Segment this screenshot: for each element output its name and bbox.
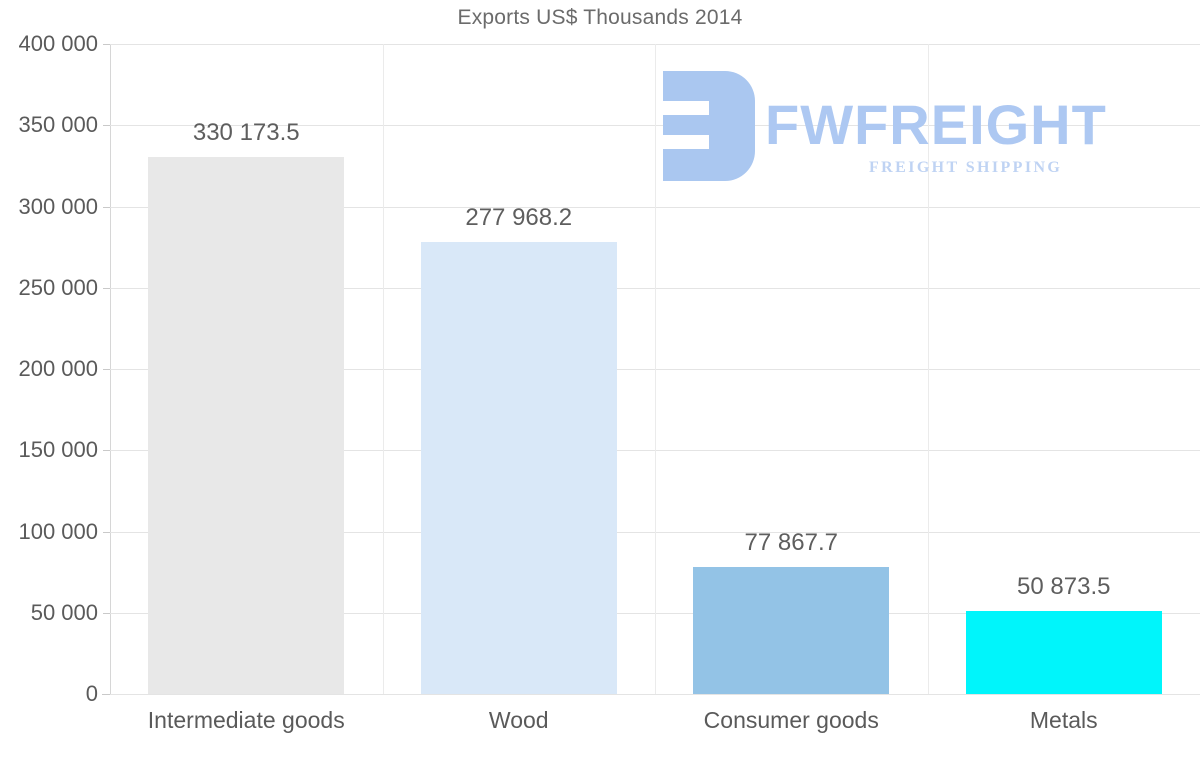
y-axis-tick-label: 300 000 [18, 193, 98, 219]
y-tick-mark [103, 287, 110, 289]
y-tick-mark [103, 612, 110, 614]
bar-value-label: 330 173.5 [192, 119, 300, 147]
y-tick-mark [103, 694, 110, 695]
y-axis-tick-label: 400 000 [18, 31, 98, 56]
bar-value-label: 77 867.7 [744, 529, 838, 557]
y-axis-tick-label: 0 [85, 681, 98, 706]
x-axis-category-label: Intermediate goods [147, 707, 345, 733]
x-gridline [928, 44, 929, 694]
bar[interactable] [421, 242, 617, 694]
y-tick-mark [103, 125, 110, 127]
bar[interactable] [966, 611, 1162, 694]
x-gridline [655, 44, 656, 694]
y-axis-tick-label: 50 000 [30, 599, 98, 625]
bar[interactable] [148, 157, 344, 694]
y-axis-tick-label: 350 000 [18, 112, 98, 138]
y-axis-tick-label: 200 000 [18, 356, 98, 381]
y-axis-tick-label: 150 000 [18, 437, 98, 463]
y-tick-mark [103, 450, 110, 452]
y-tick-mark [103, 369, 110, 370]
x-gridline [383, 44, 384, 694]
bar[interactable] [693, 567, 889, 694]
y-tick-mark [103, 531, 110, 533]
y-gridline [110, 694, 1200, 695]
plot-area [102, 44, 1200, 695]
x-axis-category-label: Wood [488, 707, 549, 733]
y-tick-mark [103, 206, 110, 208]
x-axis-category-label: Metals [1029, 707, 1098, 733]
y-tick-mark [103, 44, 110, 45]
chart-title: Exports US$ Thousands 2014 [457, 6, 743, 29]
x-axis-category-label: Consumer goods [703, 707, 879, 733]
y-axis-tick-label: 250 000 [18, 274, 98, 300]
bar-value-label: 50 873.5 [1017, 573, 1111, 601]
y-axis-tick-label: 100 000 [18, 518, 98, 544]
bar-value-label: 277 968.2 [465, 204, 573, 232]
